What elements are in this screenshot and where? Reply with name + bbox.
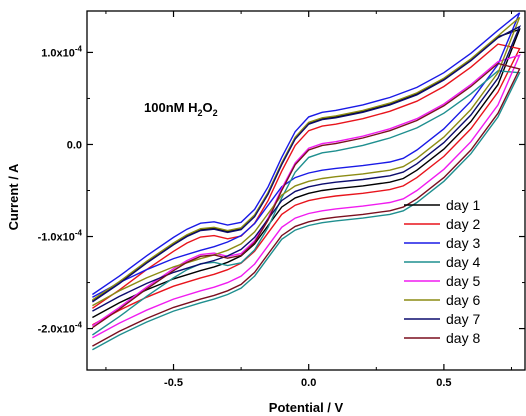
x-tick-label: -0.5	[164, 377, 183, 389]
y-tick-label-base: -2.0x10	[38, 324, 75, 336]
legend-label-day-4: day 4	[446, 254, 480, 270]
y-tick-label-base: 0.0	[67, 139, 82, 151]
legend-label-day-8: day 8	[446, 330, 480, 346]
legend-label-day-3: day 3	[446, 235, 480, 251]
annotation-mid: O	[202, 100, 212, 115]
legend-label-day-7: day 7	[446, 311, 480, 327]
concentration-annotation: 100nM H2O2	[144, 100, 218, 118]
series-line-day-5	[92, 54, 521, 339]
cv-curves	[92, 12, 521, 351]
y-tick-label-exponent: -4	[75, 44, 83, 53]
legend-label-day-1: day 1	[446, 197, 480, 213]
series-line-day-4	[92, 70, 521, 351]
y-tick-label: 0.0	[67, 139, 82, 151]
annotation-sub-1: 2	[197, 108, 202, 118]
legend-label-day-6: day 6	[446, 292, 480, 308]
x-tick-label: 0.5	[436, 377, 451, 389]
annotation-main: 100nM H	[144, 100, 197, 115]
annotation-sub-2: 2	[213, 108, 218, 118]
x-axis-title: Potential / V	[269, 400, 344, 415]
y-tick-label: -1.0x10-4	[38, 229, 83, 244]
series-line-day-8	[92, 62, 521, 347]
y-tick-label: -2.0x10-4	[38, 321, 83, 336]
series-line-day-6	[92, 16, 521, 307]
legend-label-day-5: day 5	[446, 273, 480, 289]
y-axis-title: Current / A	[6, 163, 21, 230]
legend: day 1 day 2 day 3 day 4 day 5 day 6 day 7 day 8	[404, 197, 480, 346]
y-tick-label-base: -1.0x10	[38, 232, 75, 244]
series-line-day-7	[92, 25, 521, 312]
series-line-day-3	[92, 12, 521, 298]
y-tick-label-exponent: -4	[75, 321, 83, 330]
y-tick-label-base: 1.0x10	[41, 47, 75, 59]
x-tick-label: 0.0	[301, 377, 316, 389]
y-tick-label-exponent: -4	[75, 229, 83, 238]
axis-ticks: -0.5 0.0 0.51.0x10-40.0-1.0x10-4-2.0x10-4	[38, 11, 525, 389]
legend-label-day-2: day 2	[446, 216, 480, 232]
y-tick-label: 1.0x10-4	[41, 44, 82, 59]
